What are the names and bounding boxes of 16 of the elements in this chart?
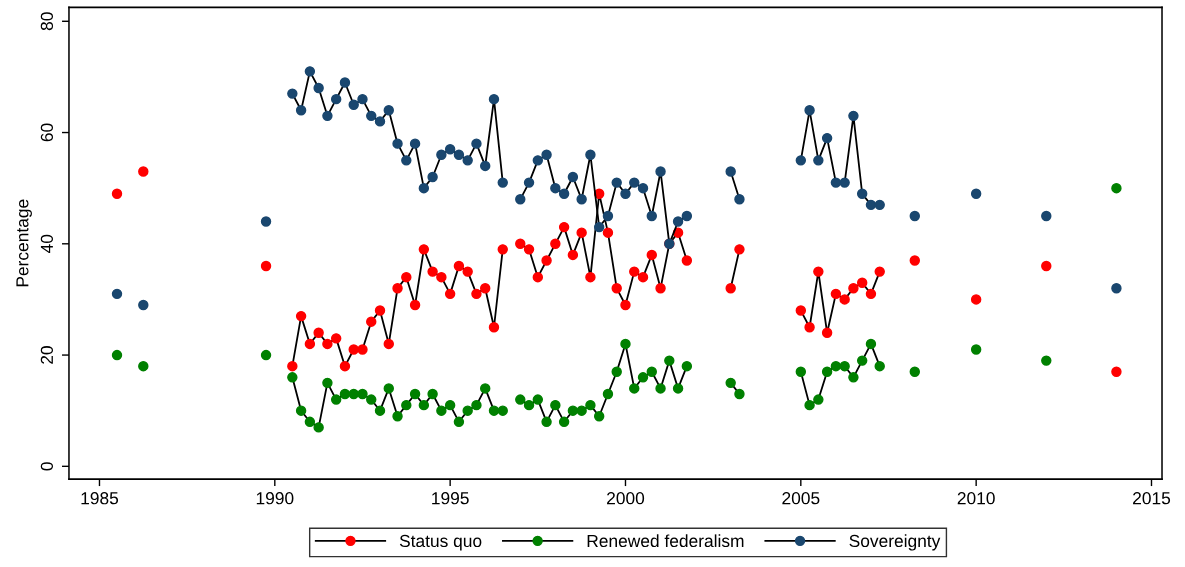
x-tick-label: 1995 [432,492,469,505]
legend-label: Status quo [399,534,482,551]
x-tick-label: 1985 [81,492,119,505]
y-tick-label: 80 [40,12,54,31]
x-tick-label: 2005 [782,492,820,505]
x-tick-label: 2010 [957,492,995,505]
x-tick-label: 2000 [607,492,645,505]
y-tick-label: 0 [40,462,54,471]
x-tick-label: 2015 [1133,492,1171,505]
y-tick-label: 20 [40,346,54,364]
y-axis-title: Percentage [16,199,32,287]
y-tick-label: 40 [40,234,54,254]
x-tick-label: 1990 [256,492,294,505]
legend-label: Renewed federalism [587,534,744,548]
y-tick-label: 60 [40,123,54,142]
legend-label: Sovereignty [849,534,941,551]
